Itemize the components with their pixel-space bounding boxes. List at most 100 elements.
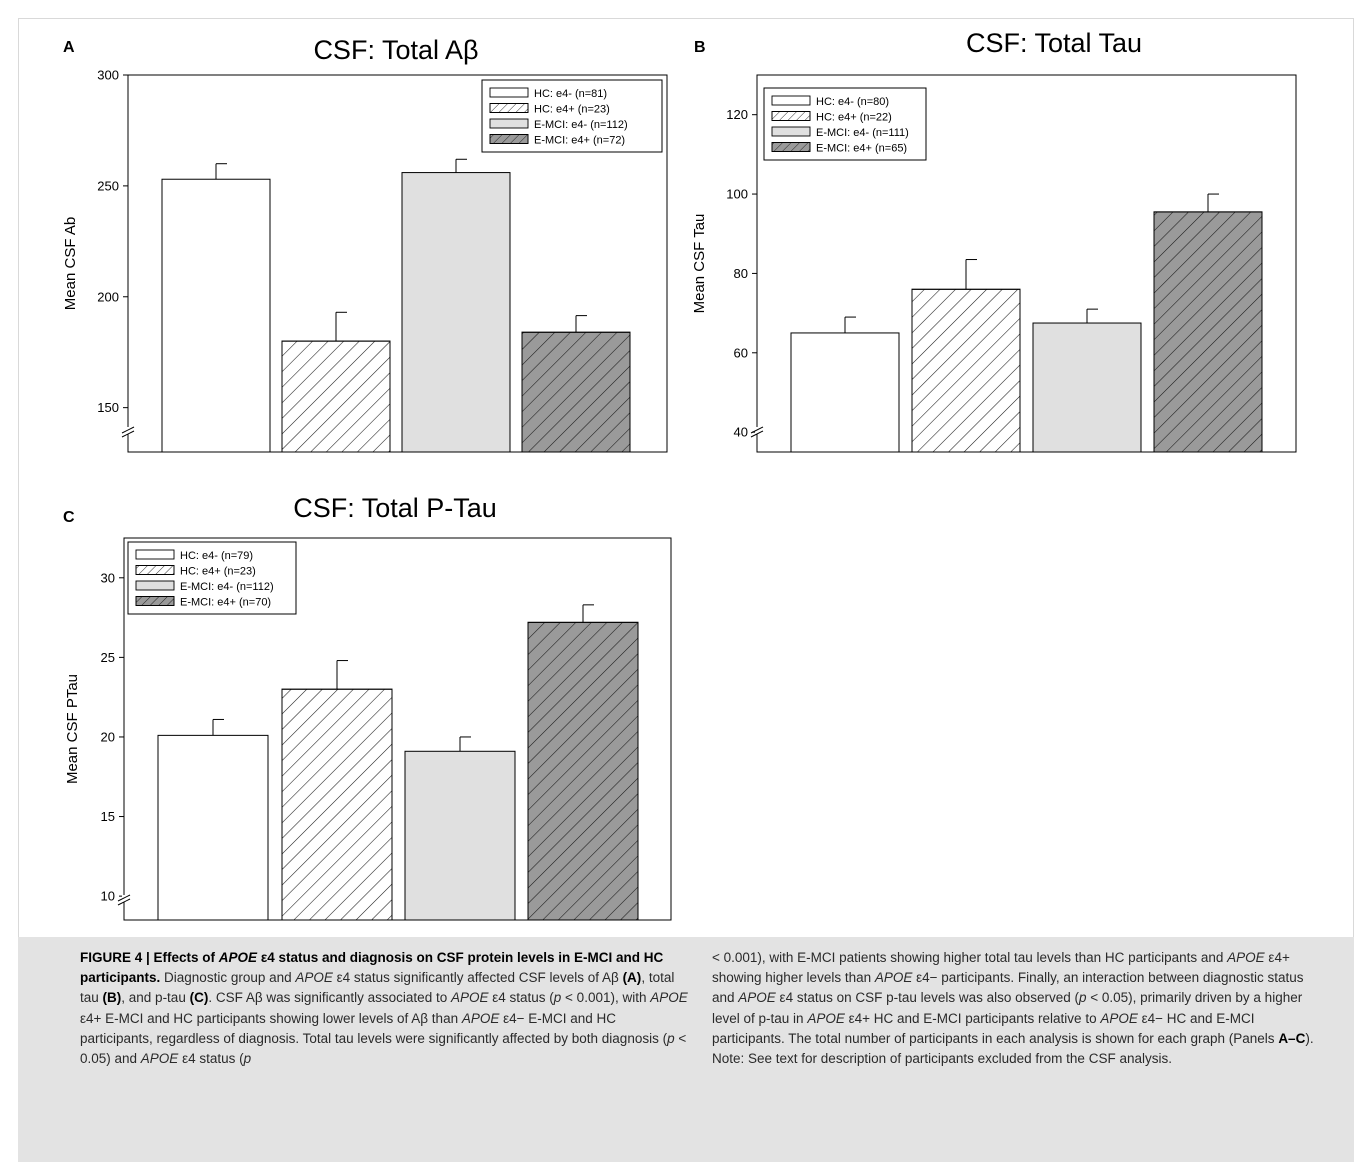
caption-text: ε4 status significantly affected CSF lev… [332,970,623,986]
caption-text: APOE [1227,950,1265,965]
y-tick-label: 60 [734,345,748,360]
panel-letter: B [694,39,706,56]
y-tick-label: 10 [101,889,115,904]
y-tick-label: 25 [101,650,115,665]
panel-letter: A [63,39,75,56]
bar-3 [401,172,511,453]
y-tick-label: 100 [726,187,748,202]
caption-text: < 0.001), with [561,990,651,1006]
bar-hatch-2 [911,288,1021,453]
caption-text: ε4− E-MCI and HC participants, regardles… [80,1010,668,1046]
axis-break-mark [750,430,764,438]
caption-text: APOE [461,1010,500,1026]
axis-break-mark [117,898,131,906]
caption-text: APOE [450,990,489,1006]
caption-text: (C) [189,990,209,1006]
legend-label-1: HC: e4- (n=79) [180,550,253,562]
bar-hatch-2 [281,688,393,921]
caption-text: < 0.001), with E-MCI patients showing hi… [712,950,1228,965]
plot-frame [127,74,668,453]
panel-title: CSF: Total Aβ [313,35,478,65]
caption-text: , and p-tau [121,990,190,1006]
panel-letter: C [63,509,75,526]
legend-label-2: HC: e4+ (n=23) [534,104,610,116]
caption-text: (B) [102,990,122,1006]
caption-text: (A) [622,970,642,986]
y-axis-label: Mean CSF Tau [691,214,708,314]
caption-text: A–C [1278,1030,1306,1046]
legend-label-4: E-MCI: e4+ (n=65) [816,143,907,155]
caption-text: , total tau [80,970,675,1006]
y-tick-label: 20 [101,729,115,744]
legend-swatch-1 [771,95,811,106]
axis-break-mark [121,430,135,438]
caption-text: < 0.05) and [80,1030,687,1067]
caption-text: ε4 status on CSF p-tau levels was also o… [775,990,1079,1006]
panel-c: C CSF: Total P-Tau 10 15 20 25 30 Mean CSF PTau… [63,493,672,921]
caption-text: ε4− HC and E-MCI participants. The total… [712,1010,1279,1046]
caption-text: < 0.05), primarily driven by a higher le… [712,990,1303,1026]
legend-swatch-hatch-4 [135,596,175,606]
legend-swatch-hatch-4 [771,142,811,152]
caption-text: ε4 status and diagnosis on CSF protein l… [80,950,664,986]
legend-label-4: E-MCI: e4+ (n=70) [180,597,271,609]
legend-swatch-hatch-2 [771,111,811,121]
bar-3 [1032,322,1142,453]
caption-text: ε4+ E-MCI and HC participants showing lo… [80,1010,462,1026]
bar-3 [404,750,516,921]
y-axis-label: Mean CSF PTau [64,674,81,784]
caption-text: p [667,1030,675,1046]
figure-caption: FIGURE 4 | Effects of APOE ε4 status and… [18,937,1354,1162]
caption-text: APOE [219,950,257,965]
legend-swatch-3 [135,580,175,591]
caption-text: APOE [874,970,913,986]
caption-text: p [243,1051,252,1067]
caption-text: ). Note: See text for description of par… [712,1030,1314,1067]
panel-title: CSF: Total Tau [966,28,1142,58]
y-tick-label: 150 [97,400,119,415]
legend-label-2: HC: e4+ (n=23) [180,566,256,578]
legend-swatch-hatch-2 [135,565,175,575]
caption-text: ε4 status ( [488,990,554,1006]
bar-1 [157,734,269,921]
legend-swatch-hatch-2 [489,103,529,113]
caption-text: FIGURE 4 | Effects of [80,950,219,965]
axis-break-mark [117,894,131,902]
caption-text: p [1078,990,1087,1006]
legend-swatch-hatch-4 [489,134,529,144]
caption-text: APOE [1100,1010,1138,1026]
y-tick-label: 40 [734,425,748,440]
caption-text: APOE [295,970,333,986]
caption-text: p [553,990,562,1006]
panel-b: B CSF: Total Tau 40 60 80 100 120 Mean CSF Tau H… [691,28,1297,453]
y-tick-label: 30 [101,570,115,585]
y-tick-label: 200 [97,289,119,304]
caption-text: Diagnostic group and [160,970,296,986]
y-tick-label: 120 [726,107,748,122]
caption-text: ε4− participants. Finally, an interactio… [712,970,1304,1006]
y-axis-label: Mean CSF Ab [62,217,79,310]
panel-title: CSF: Total P-Tau [293,493,497,523]
caption-text: APOE [738,990,776,1006]
legend-swatch-1 [135,549,175,560]
bar-hatch-4 [527,621,639,921]
legend-label-3: E-MCI: e4- (n=112) [534,119,628,131]
axis-break-mark [121,426,135,434]
bar-1 [790,332,900,453]
caption-text: APOE [140,1051,179,1067]
legend-label-3: E-MCI: e4- (n=112) [180,581,274,593]
caption-text: ε4+ HC and E-MCI participants relative t… [844,1010,1101,1026]
plot-frame [756,74,1297,453]
bar-hatch-4 [1153,211,1263,453]
y-tick-label: 15 [101,809,115,824]
legend-label-4: E-MCI: e4+ (n=72) [534,135,625,147]
legend-label-2: HC: e4+ (n=22) [816,112,892,124]
legend-swatch-3 [771,126,811,137]
y-tick-label: 300 [97,68,119,83]
caption-text: ε4 status ( [178,1051,244,1067]
caption-text: APOE [807,1010,845,1026]
legend-swatch-1 [489,87,529,98]
caption-text: . CSF Aβ was significantly associated to [208,990,451,1006]
y-tick-label: 80 [734,266,748,281]
legend-label-3: E-MCI: e4- (n=111) [816,127,909,139]
